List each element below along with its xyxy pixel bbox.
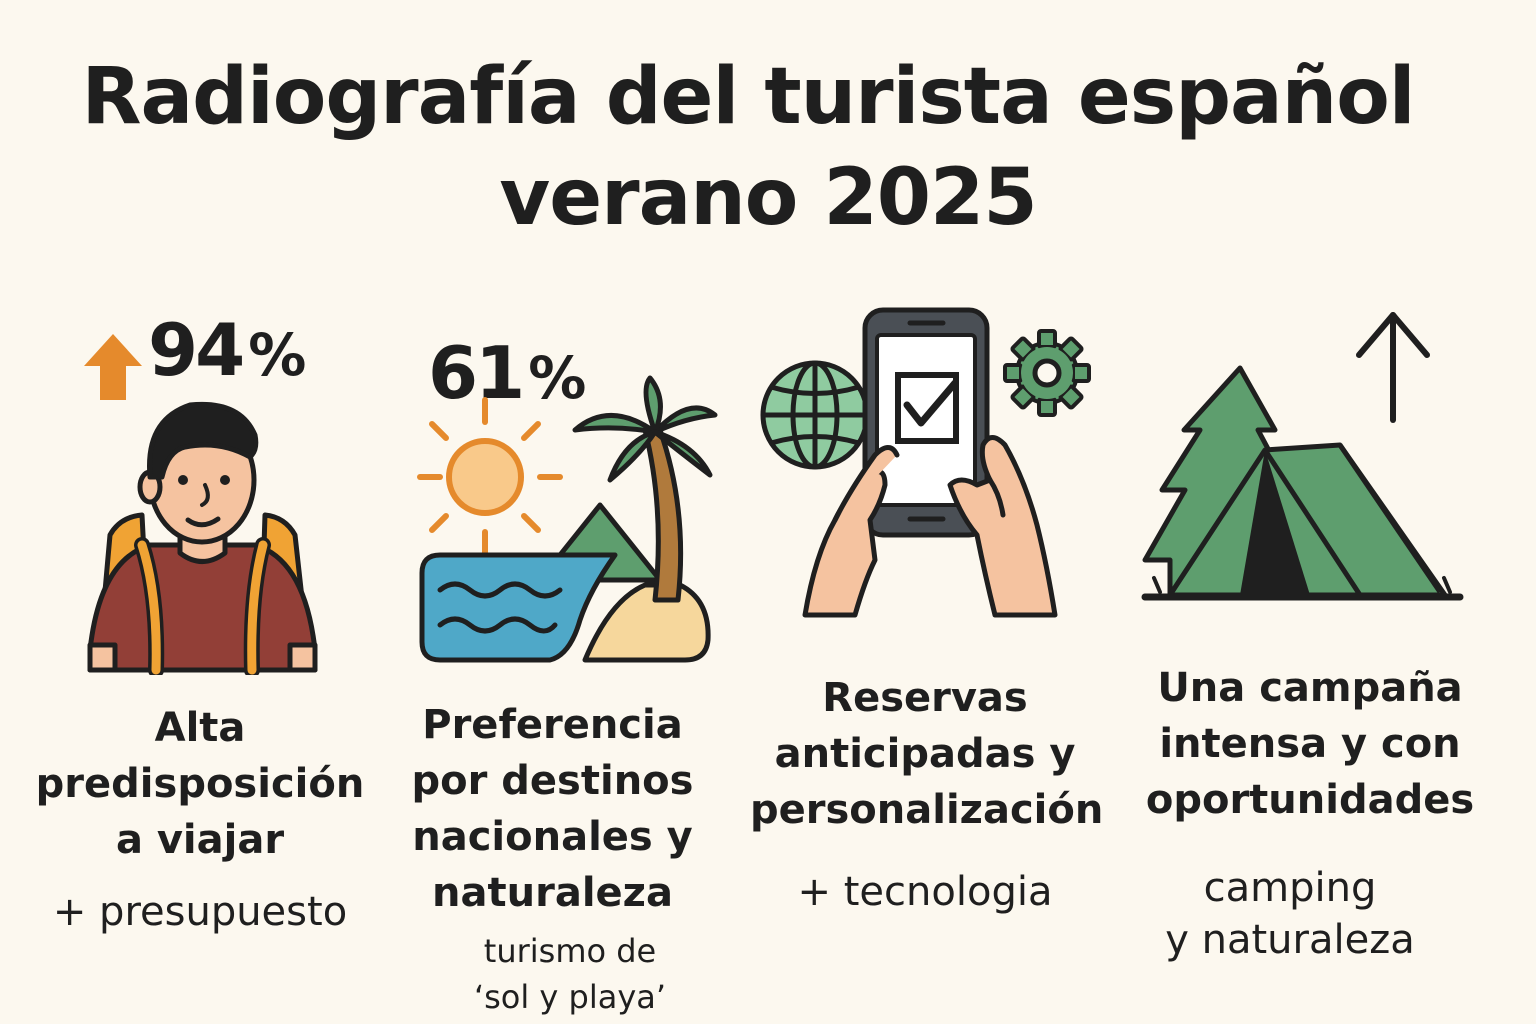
stat-94: 94% xyxy=(148,310,306,395)
stat-value: 94 xyxy=(148,308,245,392)
note-sol-y-playa: turismo de ‘sol y playa’ xyxy=(473,932,667,1016)
smartphone-booking-icon xyxy=(760,307,1091,618)
heading-preferencia: Preferencia por destinos nacionales y na… xyxy=(411,702,694,916)
page-subtitle: verano 2025 xyxy=(499,153,1037,243)
arrow-up-icon xyxy=(1356,312,1430,423)
stat-unit: % xyxy=(528,344,587,412)
beach-sun-palm-icon xyxy=(417,375,718,663)
traveler-backpack-icon xyxy=(87,401,318,675)
heading-predisposicion: Alta predisposición a viajar xyxy=(35,705,365,863)
note-camping: camping y naturaleza xyxy=(1165,865,1415,963)
stat-value: 61 xyxy=(428,331,525,415)
page-title: Radiografía del turista español xyxy=(81,52,1415,142)
heading-campana: Una campaña intensa y con oportunidades xyxy=(1145,665,1475,823)
note-presupuesto: + presupuesto xyxy=(52,889,348,935)
arrow-up-icon xyxy=(84,334,142,400)
stat-unit: % xyxy=(248,321,307,389)
stat-61: 61% xyxy=(428,333,586,418)
camping-tent-icon xyxy=(1141,365,1464,601)
heading-reservas: Reservas anticipadas y personalización xyxy=(750,675,1104,833)
note-tecnologia: + tecnologia xyxy=(797,869,1053,915)
